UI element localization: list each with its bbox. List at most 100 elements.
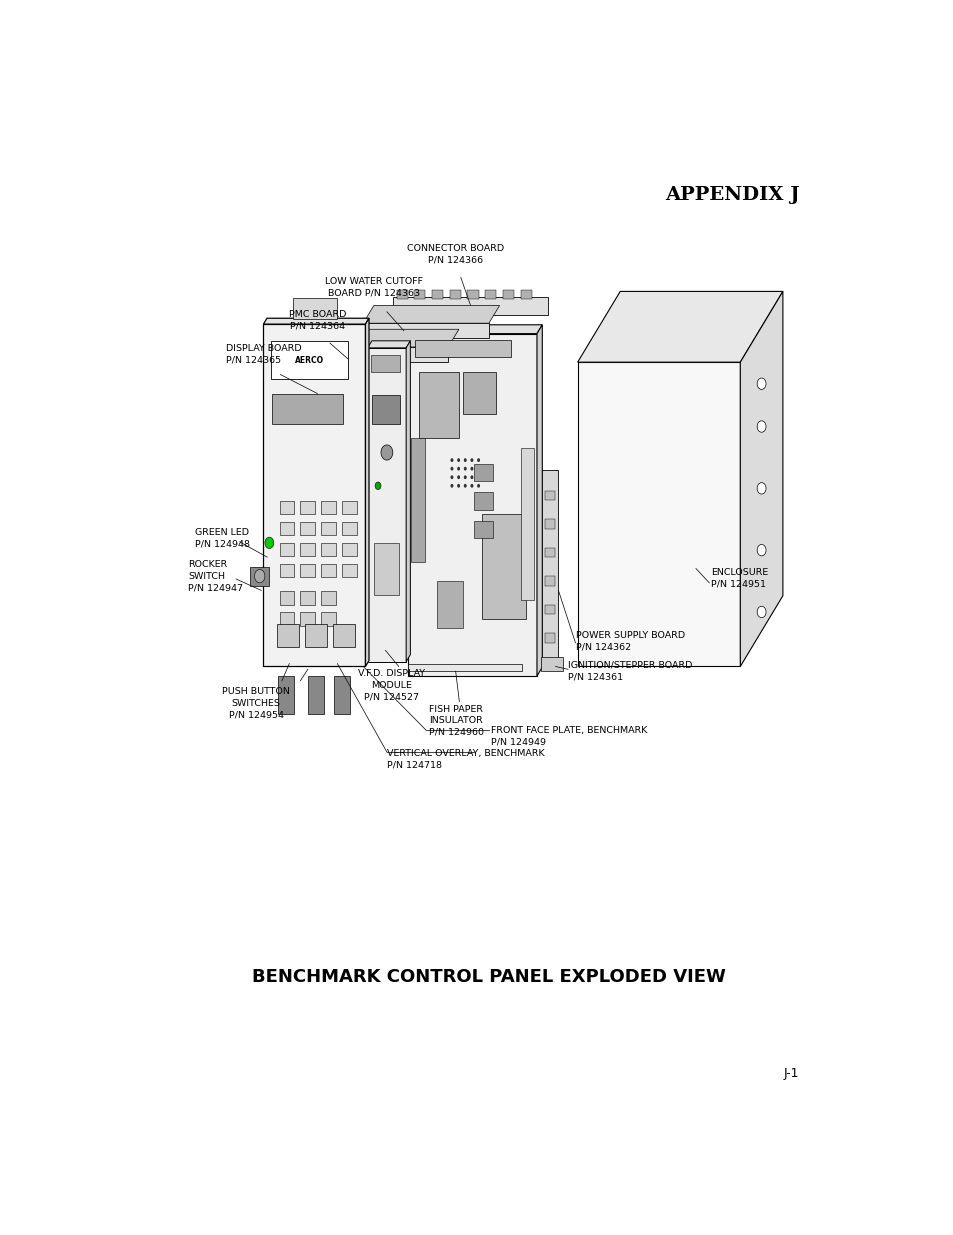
Bar: [436, 580, 462, 629]
Bar: [370, 354, 399, 372]
Circle shape: [380, 445, 393, 461]
Polygon shape: [577, 362, 740, 667]
Bar: [293, 299, 337, 320]
Bar: [341, 563, 356, 577]
Polygon shape: [407, 325, 541, 333]
Bar: [544, 547, 555, 557]
Circle shape: [757, 378, 765, 389]
Text: ROCKER
SWITCH
P/N 124947: ROCKER SWITCH P/N 124947: [188, 561, 243, 592]
Bar: [341, 543, 356, 556]
Polygon shape: [337, 330, 458, 347]
Bar: [278, 676, 294, 714]
Bar: [300, 522, 314, 535]
Text: FRONT FACE PLATE, BENCHMARK
P/N 124949: FRONT FACE PLATE, BENCHMARK P/N 124949: [491, 726, 647, 747]
Polygon shape: [367, 341, 410, 348]
Bar: [520, 448, 534, 600]
Bar: [305, 624, 327, 647]
Text: PMC BOARD
P/N 124364: PMC BOARD P/N 124364: [289, 310, 346, 331]
Circle shape: [450, 467, 453, 471]
Bar: [544, 576, 555, 585]
Polygon shape: [365, 319, 369, 667]
Bar: [321, 543, 335, 556]
Bar: [481, 514, 525, 619]
Text: DISPLAY BOARD
P/N 124365: DISPLAY BOARD P/N 124365: [226, 343, 302, 364]
Text: POWER SUPPLY BOARD
P/N 124362: POWER SUPPLY BOARD P/N 124362: [576, 631, 684, 651]
Bar: [341, 522, 356, 535]
Circle shape: [470, 467, 473, 471]
Bar: [321, 501, 335, 514]
Bar: [337, 347, 448, 362]
Polygon shape: [263, 319, 369, 324]
Polygon shape: [406, 341, 410, 662]
Bar: [541, 469, 558, 659]
Circle shape: [757, 606, 765, 618]
Circle shape: [456, 458, 459, 462]
Bar: [474, 521, 492, 538]
Circle shape: [463, 484, 466, 488]
Bar: [250, 567, 269, 585]
Bar: [544, 605, 555, 614]
Bar: [520, 290, 531, 299]
Bar: [432, 290, 442, 299]
Bar: [414, 290, 425, 299]
Text: GREEN LED
P/N 124948: GREEN LED P/N 124948: [194, 527, 250, 548]
Circle shape: [450, 475, 453, 479]
Bar: [279, 613, 294, 626]
Polygon shape: [407, 333, 537, 676]
Polygon shape: [577, 291, 782, 362]
Text: VERTICAL OVERLAY, BENCHMARK
P/N 124718: VERTICAL OVERLAY, BENCHMARK P/N 124718: [387, 750, 544, 769]
Text: J-1: J-1: [783, 1067, 799, 1081]
Circle shape: [456, 484, 459, 488]
Polygon shape: [363, 305, 499, 324]
Text: APPENDIX J: APPENDIX J: [664, 186, 799, 204]
Text: V.F.D. DISPLAY
MODULE
P/N 124527: V.F.D. DISPLAY MODULE P/N 124527: [357, 669, 424, 701]
Bar: [300, 501, 314, 514]
Bar: [396, 290, 407, 299]
Circle shape: [757, 483, 765, 494]
Circle shape: [470, 458, 473, 462]
Bar: [502, 290, 514, 299]
Bar: [449, 290, 460, 299]
Bar: [467, 290, 478, 299]
Bar: [308, 676, 324, 714]
Bar: [415, 341, 511, 357]
Bar: [321, 592, 335, 605]
Polygon shape: [740, 291, 782, 667]
Bar: [540, 657, 562, 672]
Circle shape: [265, 537, 274, 548]
Bar: [321, 563, 335, 577]
Circle shape: [456, 467, 459, 471]
Bar: [374, 543, 398, 595]
Bar: [393, 298, 547, 315]
Circle shape: [476, 475, 479, 479]
Bar: [321, 522, 335, 535]
Bar: [279, 501, 294, 514]
Circle shape: [757, 545, 765, 556]
Bar: [411, 438, 424, 562]
Circle shape: [476, 484, 479, 488]
Circle shape: [463, 475, 466, 479]
Circle shape: [463, 458, 466, 462]
Bar: [300, 563, 314, 577]
Bar: [300, 543, 314, 556]
Bar: [407, 663, 521, 672]
Bar: [300, 592, 314, 605]
Text: BENCHMARK CONTROL PANEL EXPLODED VIEW: BENCHMARK CONTROL PANEL EXPLODED VIEW: [252, 968, 725, 987]
Circle shape: [450, 458, 453, 462]
Polygon shape: [537, 325, 541, 676]
Circle shape: [476, 467, 479, 471]
Bar: [271, 341, 348, 379]
Bar: [279, 522, 294, 535]
Text: AERCO: AERCO: [294, 356, 323, 364]
Bar: [544, 634, 555, 642]
Bar: [363, 324, 488, 338]
Bar: [300, 613, 314, 626]
Circle shape: [254, 569, 265, 583]
Bar: [321, 613, 335, 626]
Bar: [474, 464, 492, 482]
Polygon shape: [367, 348, 406, 662]
Bar: [372, 395, 400, 424]
Text: IGNITION/STEPPER BOARD
P/N 124361: IGNITION/STEPPER BOARD P/N 124361: [567, 661, 692, 682]
Circle shape: [470, 475, 473, 479]
Circle shape: [757, 421, 765, 432]
